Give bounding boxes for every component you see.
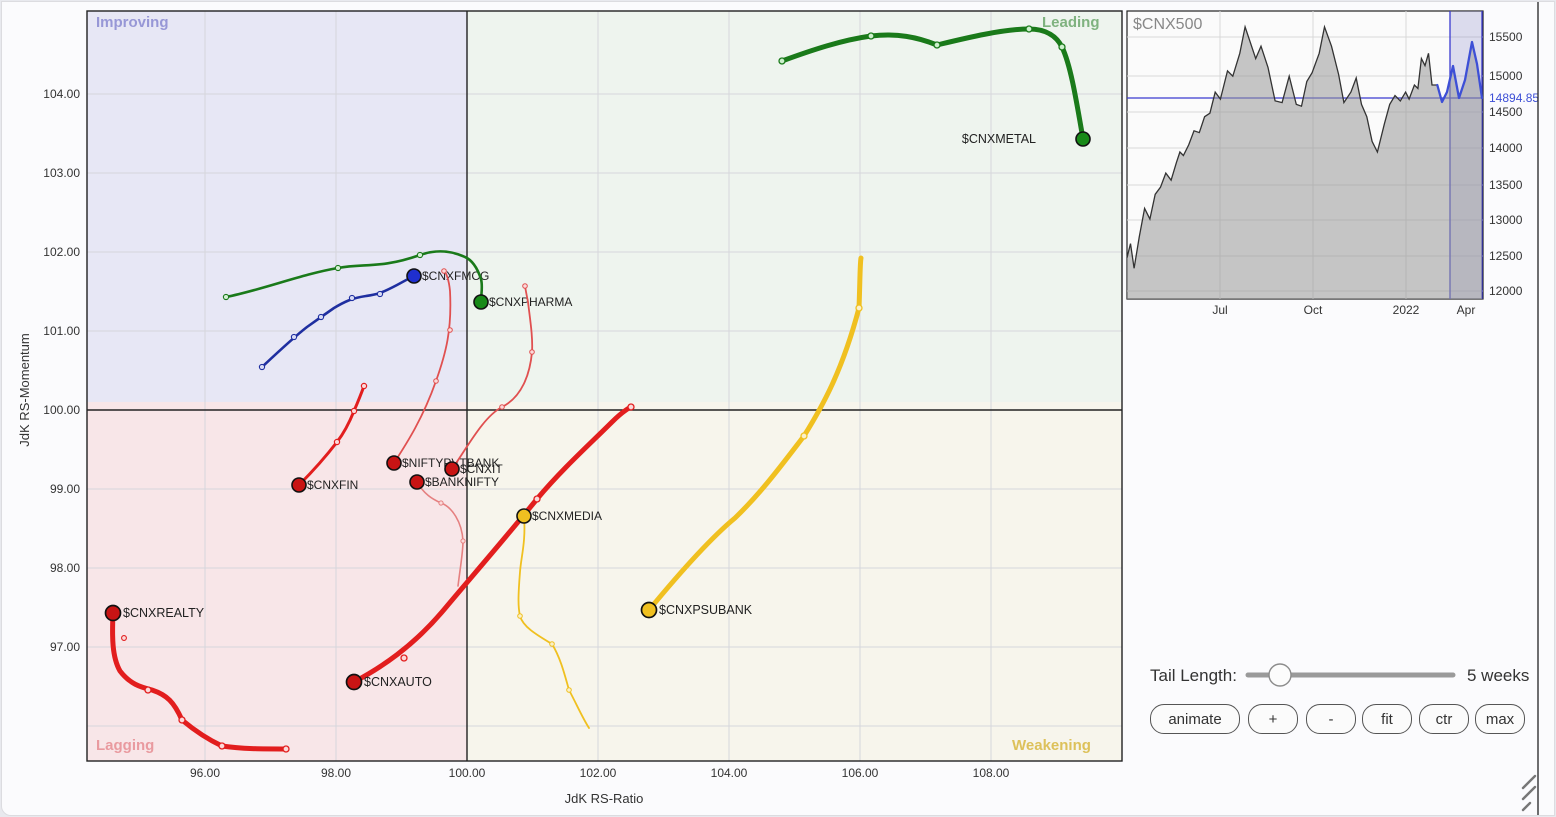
svg-text:106.00: 106.00	[842, 766, 879, 780]
svg-text:96.00: 96.00	[190, 766, 220, 780]
svg-text:Tail Length:: Tail Length:	[1150, 666, 1237, 685]
svg-text:Weakening: Weakening	[1012, 737, 1091, 754]
svg-text:14894.85: 14894.85	[1489, 91, 1539, 105]
svg-text:108.00: 108.00	[973, 766, 1010, 780]
svg-text:2022: 2022	[1393, 303, 1420, 317]
svg-text:$CNXFIN: $CNXFIN	[307, 478, 358, 492]
svg-text:103.00: 103.00	[43, 166, 80, 180]
svg-text:$CNXMEDIA: $CNXMEDIA	[532, 509, 602, 523]
svg-text:13500: 13500	[1489, 178, 1523, 192]
svg-text:Jul: Jul	[1212, 303, 1227, 317]
svg-text:100.00: 100.00	[449, 766, 486, 780]
svg-text:JdK RS-Ratio: JdK RS-Ratio	[565, 791, 644, 806]
svg-text:98.00: 98.00	[321, 766, 351, 780]
svg-text:104.00: 104.00	[711, 766, 748, 780]
svg-text:$CNXIT: $CNXIT	[460, 462, 503, 476]
svg-text:Lagging: Lagging	[96, 737, 154, 754]
svg-text:$CNXPSUBANK: $CNXPSUBANK	[659, 603, 753, 617]
svg-text:$CNXAUTO: $CNXAUTO	[364, 675, 432, 689]
svg-text:14000: 14000	[1489, 141, 1523, 155]
svg-text:12500: 12500	[1489, 249, 1523, 263]
svg-text:Oct: Oct	[1304, 303, 1323, 317]
svg-text:Apr: Apr	[1457, 303, 1476, 317]
svg-text:104.00: 104.00	[43, 87, 80, 101]
svg-text:Leading: Leading	[1042, 14, 1100, 31]
svg-text:14500: 14500	[1489, 105, 1523, 119]
svg-text:100.00: 100.00	[43, 403, 80, 417]
svg-text:15500: 15500	[1489, 30, 1523, 44]
svg-text:101.00: 101.00	[43, 324, 80, 338]
svg-text:$CNXREALTY: $CNXREALTY	[123, 606, 205, 620]
svg-text:98.00: 98.00	[50, 561, 80, 575]
svg-text:102.00: 102.00	[43, 245, 80, 259]
svg-text:15000: 15000	[1489, 69, 1523, 83]
svg-text:97.00: 97.00	[50, 640, 80, 654]
svg-text:$CNXMETAL: $CNXMETAL	[962, 132, 1036, 146]
svg-text:JdK RS-Momentum: JdK RS-Momentum	[17, 333, 32, 446]
svg-text:99.00: 99.00	[50, 482, 80, 496]
svg-text:Improving: Improving	[96, 14, 169, 31]
svg-text:$BANKNIFTY: $BANKNIFTY	[425, 475, 499, 489]
svg-text:5 weeks: 5 weeks	[1467, 666, 1529, 685]
svg-text:$CNX500: $CNX500	[1133, 16, 1202, 33]
svg-text:12000: 12000	[1489, 284, 1523, 298]
svg-text:13000: 13000	[1489, 213, 1523, 227]
svg-text:102.00: 102.00	[580, 766, 617, 780]
svg-text:$CNXPHARMA: $CNXPHARMA	[489, 295, 572, 309]
